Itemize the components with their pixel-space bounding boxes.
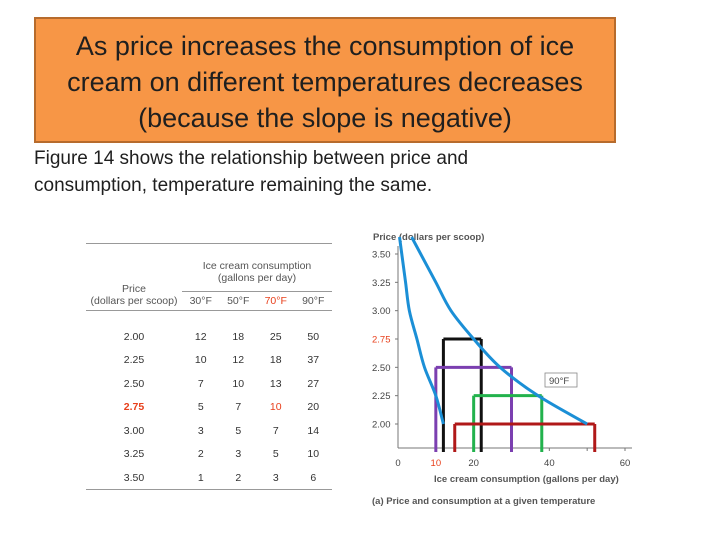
chart-caption: (a) Price and consumption at a given tem… [372, 496, 595, 507]
value-cell: 5 [272, 448, 279, 461]
title-line-2: cream on different temperatures decrease… [67, 67, 583, 97]
y-tick-label: 2.75 [372, 335, 391, 346]
x-tick-label: 60 [620, 458, 631, 469]
table-row-highlight: 2.75 5 7 10 20 [86, 396, 332, 420]
value-cell: 7 [235, 401, 242, 414]
column-header: 90°F [294, 291, 332, 311]
value-cell: 50 [307, 330, 320, 343]
value-cell: 18 [269, 354, 282, 367]
y-tick-label: 3.50 [372, 250, 391, 261]
x-axis-label: Ice cream consumption (gallons per day) [434, 474, 619, 485]
column-header: 30°F [182, 291, 220, 311]
table-row: 3.25 2 3 5 10 [86, 443, 332, 467]
x-tick-label: 40 [544, 458, 555, 469]
y-axis-label: Price (dollars per scoop) [373, 232, 484, 243]
curve-label: 90°F [549, 376, 569, 387]
value-cell: 10 [232, 377, 245, 390]
value-cell: 10 [269, 401, 282, 414]
demand-curve-1 [410, 236, 588, 426]
value-cell: 3 [197, 424, 204, 437]
column-header: 50°F [219, 291, 257, 311]
slide-caption: Figure 14 shows the relationship between… [34, 145, 674, 199]
value-cell: 37 [307, 354, 320, 367]
price-cell: 3.00 [123, 424, 145, 437]
value-cell: 1 [197, 471, 204, 484]
x-tick-label: 0 [395, 458, 400, 469]
price-header: Price (dollars per scoop) [86, 244, 182, 311]
value-cell: 2 [197, 448, 204, 461]
curve-label-box [544, 372, 578, 388]
value-cell: 6 [310, 471, 317, 484]
price-cell: 3.50 [123, 471, 145, 484]
value-cell: 25 [269, 330, 282, 343]
demand-curve-0 [398, 236, 445, 425]
title-line-1: As price increases the consumption of ic… [75, 31, 575, 61]
price-cell: 2.25 [123, 354, 145, 367]
value-cell: 18 [232, 330, 245, 343]
value-cell: 7 [197, 377, 204, 390]
caption-line-2: consumption, temperature remaining the s… [34, 175, 433, 196]
slide-title: As price increases the consumption of ic… [34, 17, 616, 143]
price-cell: 2.00 [123, 330, 145, 343]
value-cell: 10 [307, 448, 320, 461]
value-cell: 5 [197, 401, 204, 414]
value-cell: 3 [235, 448, 242, 461]
value-cell: 10 [194, 354, 207, 367]
consumption-header-line-2: (gallons per day) [217, 272, 297, 284]
value-cell: 5 [235, 424, 242, 437]
value-cell: 13 [269, 377, 282, 390]
y-tick-label: 3.00 [372, 306, 391, 317]
consumption-header: Ice cream consumption (gallons per day) [182, 244, 332, 292]
column-header-highlight: 70°F [257, 291, 295, 311]
y-tick-label: 2.25 [372, 391, 391, 402]
consumption-header-line-1: Ice cream consumption [202, 260, 312, 272]
price-cell: 3.25 [123, 448, 145, 461]
value-cell: 14 [307, 424, 320, 437]
price-cell: 2.50 [123, 377, 145, 390]
value-cell: 2 [235, 471, 242, 484]
value-cell: 7 [272, 424, 279, 437]
table-row: 3.00 3 5 7 14 [86, 419, 332, 443]
caption-line-1: Figure 14 shows the relationship between… [34, 148, 469, 169]
consumption-table: Price (dollars per scoop) Ice cream cons… [86, 243, 332, 490]
value-cell: 27 [307, 377, 320, 390]
price-header-line-1: Price [122, 283, 146, 295]
x-tick-label: 10 [431, 458, 442, 469]
y-tick-label: 2.50 [372, 363, 391, 374]
y-tick-label: 2.00 [372, 420, 391, 431]
y-tick-label: 3.25 [372, 278, 391, 289]
value-cell: 3 [272, 471, 279, 484]
price-cell: 2.75 [123, 401, 145, 414]
x-tick-label: 20 [468, 458, 479, 469]
value-cell: 20 [307, 401, 320, 414]
table-row: 2.25 10 12 18 37 [86, 349, 332, 373]
title-line-3: (because the slope is negative) [138, 103, 512, 133]
value-cell: 12 [194, 330, 207, 343]
table-row: 2.00 12 18 25 50 [86, 325, 332, 349]
value-cell: 12 [232, 354, 245, 367]
table-row: 2.50 7 10 13 27 [86, 372, 332, 396]
price-header-line-2: (dollars per scoop) [90, 295, 178, 307]
table-row: 3.50 1 2 3 6 [86, 466, 332, 490]
